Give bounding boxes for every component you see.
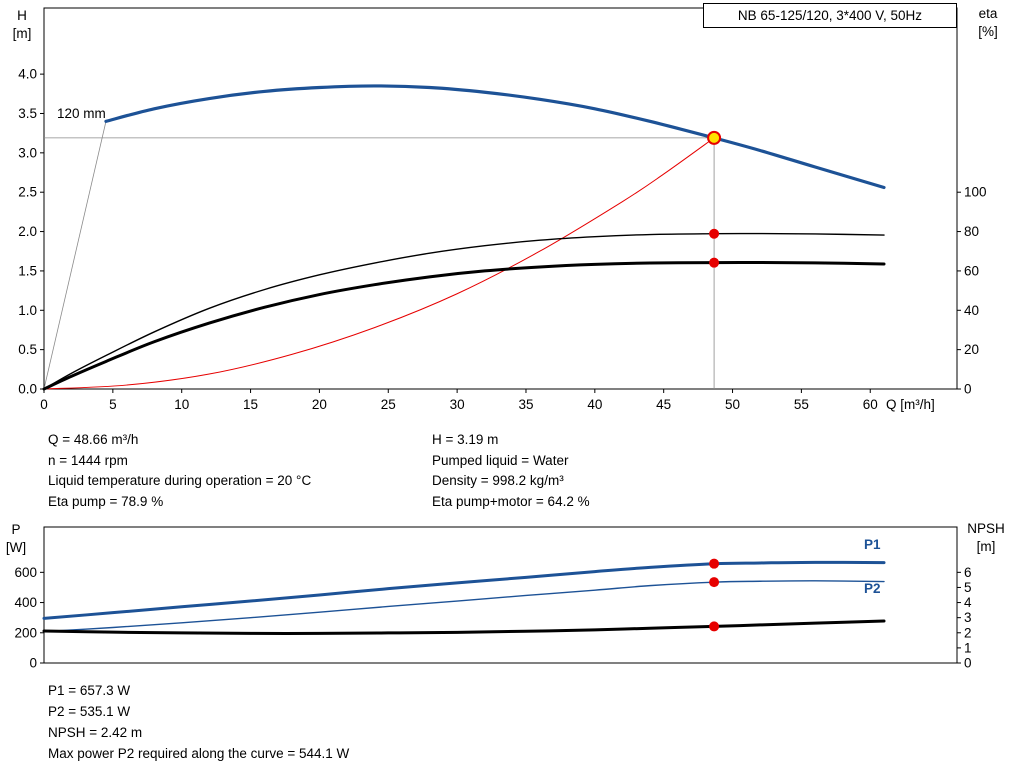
x-tick-label: 0: [40, 397, 48, 412]
y-left-tick-label: 1.0: [18, 303, 37, 318]
npsh-value: NPSH = 2.42 m: [48, 725, 143, 740]
x-tick-label: 35: [518, 397, 533, 412]
y-right-tick-label: 100: [964, 185, 987, 200]
plot-frame: [43, 526, 958, 664]
liquid-temperature-value: Liquid temperature during operation = 20…: [48, 473, 312, 488]
y-right-tick-label: 20: [964, 342, 979, 357]
x-tick-label: 25: [381, 397, 396, 412]
duty-info-left-column: Q = 48.66 m³/h n = 1444 rpm Liquid tempe…: [48, 430, 311, 512]
y-left-tick-label: 2.5: [18, 185, 37, 200]
head-value: H = 3.19 m: [432, 432, 499, 447]
eta-pump-motor-value: Eta pump+motor = 64.2 %: [432, 493, 590, 509]
plot-frame: [43, 7, 958, 390]
x-tick-label: 5: [109, 397, 117, 412]
y-right-axis-label: [m]: [977, 539, 996, 554]
y-left-tick-label: 400: [14, 595, 37, 610]
p2-curve-label: P2: [864, 581, 881, 596]
p1-value: P1 = 657.3 W: [48, 683, 131, 698]
y-right-tick-label: 40: [964, 303, 979, 318]
y-left-tick-label: 4.0: [18, 67, 37, 82]
speed-value: n = 1444 rpm: [48, 452, 128, 468]
y-right-tick-label: 2: [964, 625, 972, 640]
y-left-axis-label: [W]: [6, 540, 26, 555]
y-right-axis-label: NPSH: [967, 521, 1005, 536]
y-left-tick-label: 0: [29, 656, 37, 671]
x-tick-label: 15: [243, 397, 258, 412]
duty-info-right-column: H = 3.19 m Pumped liquid = Water Density…: [432, 430, 590, 512]
y-right-tick-label: 0: [964, 382, 972, 397]
flow-value: Q = 48.66 m³/h: [48, 432, 139, 447]
p2-curve: [43, 580, 885, 633]
y-right-tick-label: 80: [964, 224, 979, 239]
y-right-axis-label: [%]: [978, 24, 998, 39]
pumped-liquid-value: Pumped liquid = Water: [432, 452, 569, 468]
y-right-tick-label: 0: [964, 656, 972, 671]
y-left-tick-label: 600: [14, 565, 37, 580]
p1-curve: [42, 560, 886, 620]
eta-pump-motor-curve: [42, 260, 886, 391]
max-power-value: Max power P2 required along the curve = …: [48, 746, 350, 761]
y-right-tick-label: 5: [964, 580, 972, 595]
y-left-axis-label: H: [17, 8, 27, 23]
operating-point-dot: [709, 577, 720, 588]
operating-point-dot: [709, 621, 720, 632]
y-right-tick-label: 6: [964, 565, 972, 580]
head-120mm-curve: [104, 84, 886, 190]
impeller-diameter-label: 120 mm: [57, 106, 106, 121]
x-tick-label: 55: [794, 397, 809, 412]
x-axis-label: Q [m³/h]: [886, 397, 935, 412]
y-left-axis-label: [m]: [13, 26, 32, 41]
x-tick-label: 50: [725, 397, 740, 412]
x-tick-label: 40: [587, 397, 602, 412]
duty-point-marker[interactable]: [707, 130, 722, 145]
density-value: Density = 998.2 kg/m³: [432, 473, 564, 488]
reference-line: [43, 121, 107, 390]
x-tick-label: 30: [450, 397, 465, 412]
p2-value: P2 = 535.1 W: [48, 704, 131, 719]
x-tick-label: 45: [656, 397, 671, 412]
y-right-axis-label: eta: [979, 6, 998, 21]
npsh-curve: [42, 619, 886, 635]
x-tick-label: 10: [174, 397, 189, 412]
hq-eta-chart: 0 5 10 15 20 25 30 35 40 45 50 55 60 Q [m³/h] 0.0 0.5 1.…: [13, 6, 998, 412]
x-tick-label: 20: [312, 397, 327, 412]
y-left-tick-label: 0.0: [18, 382, 37, 397]
eta-pump-value: Eta pump = 78.9 %: [48, 493, 164, 509]
x-tick-label: 60: [863, 397, 878, 412]
operating-point-dot: [709, 257, 720, 268]
y-left-tick-label: 1.5: [18, 263, 37, 278]
operating-point-dot: [709, 228, 720, 239]
y-left-tick-label: 200: [14, 625, 37, 640]
y-right-tick-label: 1: [964, 640, 972, 655]
operating-point-dot: [709, 558, 720, 569]
y-left-tick-label: 0.5: [18, 342, 37, 357]
y-left-tick-label: 3.0: [18, 145, 37, 160]
pump-model-label: NB 65-125/120, 3*400 V, 50Hz: [703, 3, 957, 28]
y-left-tick-label: 2.0: [18, 224, 37, 239]
y-right-tick-label: 60: [964, 263, 979, 278]
p1-curve-label: P1: [864, 537, 881, 552]
y-left-tick-label: 3.5: [18, 106, 37, 121]
result-info-block: P1 = 657.3 W P2 = 535.1 W NPSH = 2.42 m …: [48, 680, 349, 764]
eta-pump-curve: [43, 232, 885, 390]
y-right-tick-label: 4: [964, 595, 972, 610]
y-left-axis-label: P: [11, 522, 20, 537]
system-curve: [43, 137, 715, 390]
y-right-tick-label: 3: [964, 610, 972, 625]
